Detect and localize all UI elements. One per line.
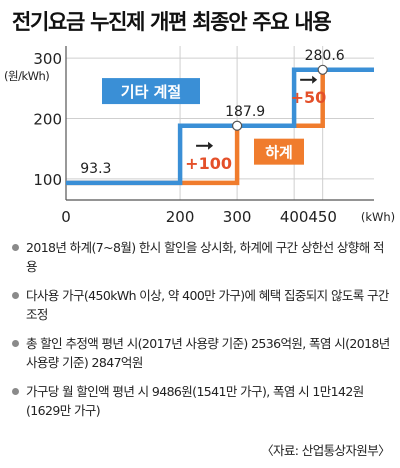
- note-item: 다사용 가구(450kWh 이상, 약 400만 가구)에 혜택 집중되지 않도…: [10, 286, 390, 324]
- legend-other-seasons-box: [102, 78, 200, 105]
- shift-label: +100: [185, 154, 232, 173]
- legend-summer-box: [254, 138, 304, 165]
- note-item: 총 할인 추정액 평년 시(2017년 사용량 기준) 2536억원, 폭염 시…: [10, 334, 390, 372]
- data-value-label: 187.9: [225, 104, 265, 120]
- data-value-label: 93.3: [80, 161, 111, 177]
- notes-list: 2018년 하계(7~8월) 한시 할인을 상시화, 하계에 구간 상한선 상향…: [10, 238, 390, 430]
- shift-arrow-head: [312, 75, 318, 84]
- y-axis-unit: (원/kWh): [4, 69, 49, 83]
- chart-title: 전기요금 누진제 개편 최종안 주요 내용: [12, 10, 332, 34]
- note-item: 2018년 하계(7~8월) 한시 할인을 상시화, 하계에 구간 상한선 상향…: [10, 238, 390, 276]
- x-tick-label: 0: [61, 208, 71, 226]
- x-tick-label: 450: [308, 208, 337, 226]
- shift-arrow-shaft: [300, 78, 313, 81]
- point-marker: [317, 64, 328, 75]
- y-tick-label: 300: [33, 50, 62, 68]
- x-tick-label: 400: [280, 208, 309, 226]
- note-item: 가구당 월 할인액 평년 시 9486원(1541만 가구), 폭염 시 1만1…: [10, 382, 390, 420]
- source-note: 〈자료: 산업통상자원부〉: [261, 443, 390, 458]
- point-marker: [232, 120, 243, 131]
- data-value-label: 280.6: [305, 48, 345, 64]
- shift-label: +50: [291, 88, 327, 107]
- y-tick-label: 200: [33, 110, 62, 128]
- x-axis-unit: (kWh): [361, 210, 395, 224]
- legend-summer-label: 하계: [265, 144, 293, 162]
- series-layer: 93.3 187.9 280.6: [66, 48, 374, 186]
- legend-other-seasons-label: 기타 계절: [121, 83, 181, 101]
- annotation-layer: +100 +50: [185, 75, 327, 173]
- x-tick-label: 300: [223, 208, 252, 226]
- x-tick-label: 200: [166, 208, 195, 226]
- shift-arrow-head: [208, 141, 214, 150]
- shift-arrow-shaft: [196, 144, 209, 147]
- y-tick-label: 100: [33, 171, 62, 189]
